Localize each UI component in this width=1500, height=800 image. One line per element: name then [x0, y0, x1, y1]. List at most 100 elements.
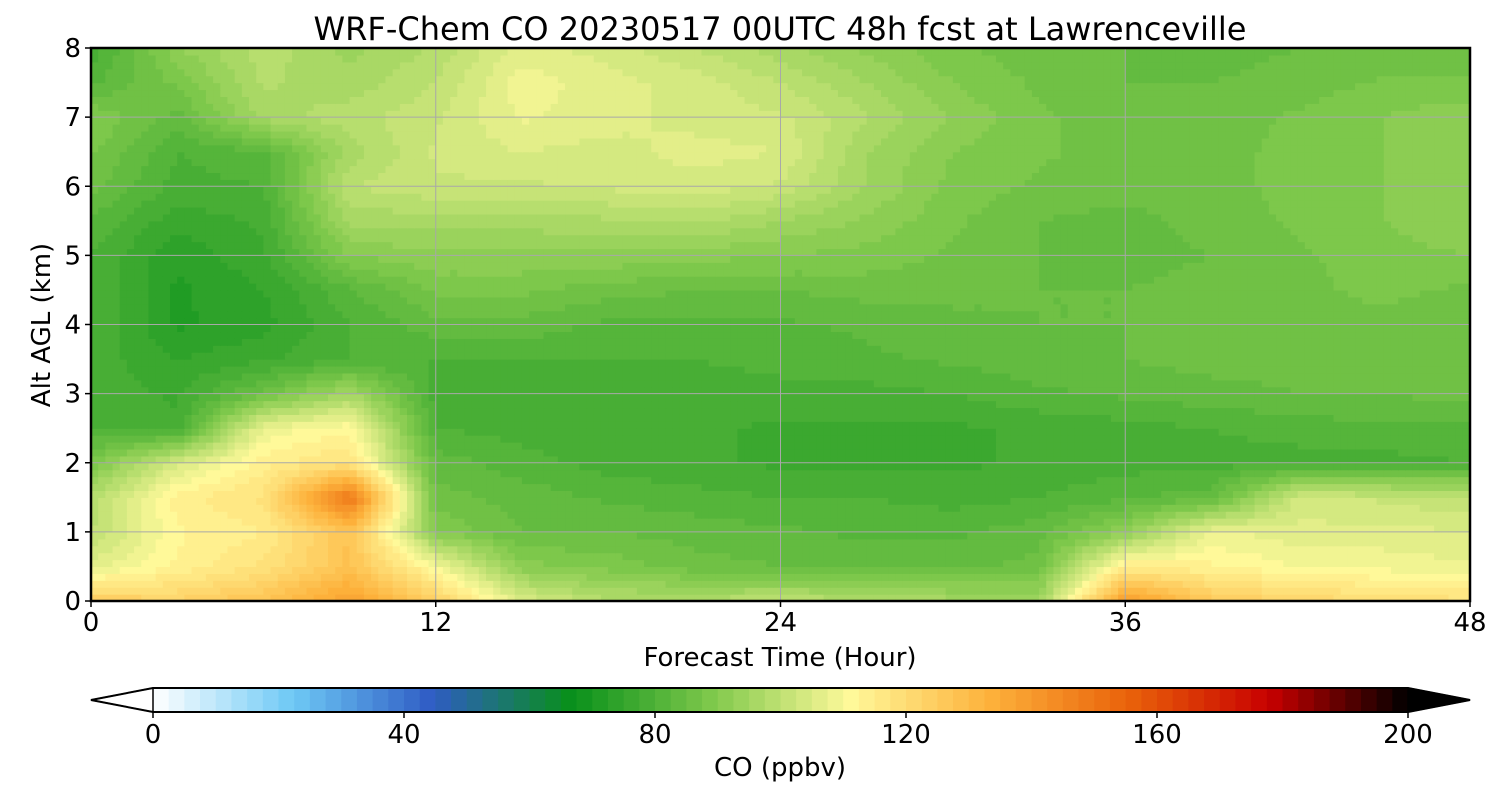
- heatmap-cell: [909, 469, 918, 478]
- heatmap-cell: [1276, 497, 1284, 505]
- heatmap-cell: [435, 504, 444, 512]
- heatmap-cell: [1340, 538, 1349, 547]
- heatmap-cell: [679, 442, 688, 450]
- heatmap-cell: [263, 573, 272, 581]
- heatmap-cell: [213, 545, 221, 554]
- heatmap-cell: [902, 545, 911, 554]
- heatmap-cell: [105, 504, 114, 512]
- heatmap-cell: [249, 483, 257, 491]
- heatmap-cell: [895, 538, 904, 547]
- heatmap-cell: [1189, 524, 1198, 533]
- heatmap-cell: [988, 518, 997, 526]
- heatmap-cell: [608, 476, 616, 485]
- heatmap-cell: [1039, 504, 1047, 512]
- heatmap-cell: [816, 476, 825, 485]
- heatmap-cell: [428, 490, 437, 498]
- heatmap-cell: [1031, 587, 1040, 595]
- heatmap-cell: [378, 455, 387, 464]
- heatmap-cell: [809, 531, 818, 540]
- heatmap-cell: [565, 587, 573, 595]
- heatmap-cell: [385, 455, 394, 464]
- heatmap-cell: [299, 511, 308, 519]
- heatmap-cell: [952, 573, 961, 581]
- heatmap-cell: [1161, 538, 1169, 547]
- heatmap-cell: [1125, 518, 1134, 526]
- heatmap-cell: [134, 448, 142, 457]
- heatmap-cell: [672, 497, 681, 505]
- heatmap-cell: [213, 490, 221, 498]
- heatmap-cell: [816, 462, 825, 471]
- heatmap-cell: [148, 448, 157, 457]
- heatmap-cell: [1146, 476, 1155, 485]
- heatmap-cell: [751, 573, 760, 581]
- heatmap-cell: [1074, 435, 1083, 443]
- heatmap-cell: [572, 442, 580, 450]
- heatmap-cell: [177, 511, 185, 519]
- heatmap-cell: [1412, 587, 1421, 595]
- heatmap-cell: [1304, 566, 1313, 574]
- heatmap-cell: [148, 580, 157, 588]
- heatmap-cell: [593, 435, 602, 443]
- heatmap-cell: [1434, 531, 1442, 540]
- heatmap-cell: [119, 573, 128, 581]
- heatmap-cell: [1046, 442, 1055, 450]
- heatmap-cell: [1405, 552, 1414, 561]
- heatmap-cell: [1390, 497, 1399, 505]
- heatmap-cell: [1412, 504, 1421, 512]
- heatmap-cell: [155, 469, 164, 478]
- heatmap-cell: [141, 573, 150, 581]
- heatmap-cell: [155, 587, 164, 595]
- heatmap-cell: [758, 442, 767, 450]
- heatmap-cell: [213, 511, 221, 519]
- heatmap-cell: [1232, 573, 1241, 581]
- heatmap-cell: [378, 545, 387, 554]
- heatmap-cell: [615, 566, 624, 574]
- heatmap-cell: [737, 476, 746, 485]
- heatmap-cell: [1311, 531, 1320, 540]
- heatmap-cell: [773, 428, 782, 436]
- heatmap-cell: [931, 469, 940, 478]
- heatmap-cell: [162, 442, 171, 450]
- heatmap-cell: [1110, 497, 1119, 505]
- heatmap-cell: [1139, 552, 1148, 561]
- heatmap-cell: [766, 504, 774, 512]
- heatmap-cell: [320, 497, 329, 505]
- heatmap-cell: [1254, 531, 1263, 540]
- heatmap-cell: [184, 483, 193, 491]
- heatmap-cell: [119, 469, 128, 478]
- heatmap-cell: [823, 483, 832, 491]
- heatmap-cell: [794, 448, 803, 457]
- heatmap-cells: [91, 48, 1470, 601]
- heatmap-cell: [428, 524, 437, 533]
- heatmap-cell: [802, 552, 810, 561]
- heatmap-cell: [335, 524, 343, 533]
- heatmap-cell: [960, 435, 968, 443]
- heatmap-cell: [435, 476, 444, 485]
- heatmap-cell: [852, 587, 861, 595]
- heatmap-cell: [816, 455, 825, 464]
- heatmap-cell: [1110, 476, 1119, 485]
- heatmap-cell: [1118, 524, 1126, 533]
- heatmap-cell: [457, 518, 466, 526]
- heatmap-cell: [435, 559, 444, 568]
- heatmap-cell: [1125, 504, 1134, 512]
- heatmap-cell: [1074, 511, 1083, 519]
- heatmap-cell: [787, 442, 796, 450]
- heatmap-cell: [565, 594, 573, 601]
- heatmap-cell: [938, 504, 947, 512]
- heatmap-cell: [866, 455, 875, 464]
- heatmap-cell: [1132, 448, 1141, 457]
- heatmap-cell: [421, 594, 430, 601]
- heatmap-cell: [1448, 511, 1457, 519]
- heatmap-cell: [593, 469, 602, 478]
- heatmap-cell: [1204, 559, 1213, 568]
- heatmap-cell: [715, 490, 724, 498]
- heatmap-cell: [723, 524, 731, 533]
- heatmap-cell: [270, 518, 279, 526]
- heatmap-cell: [600, 538, 609, 547]
- heatmap-cell: [708, 490, 717, 498]
- heatmap-cell: [1455, 490, 1464, 498]
- heatmap-cell: [823, 476, 832, 485]
- heatmap-cell: [758, 573, 767, 581]
- heatmap-cell: [1405, 524, 1414, 533]
